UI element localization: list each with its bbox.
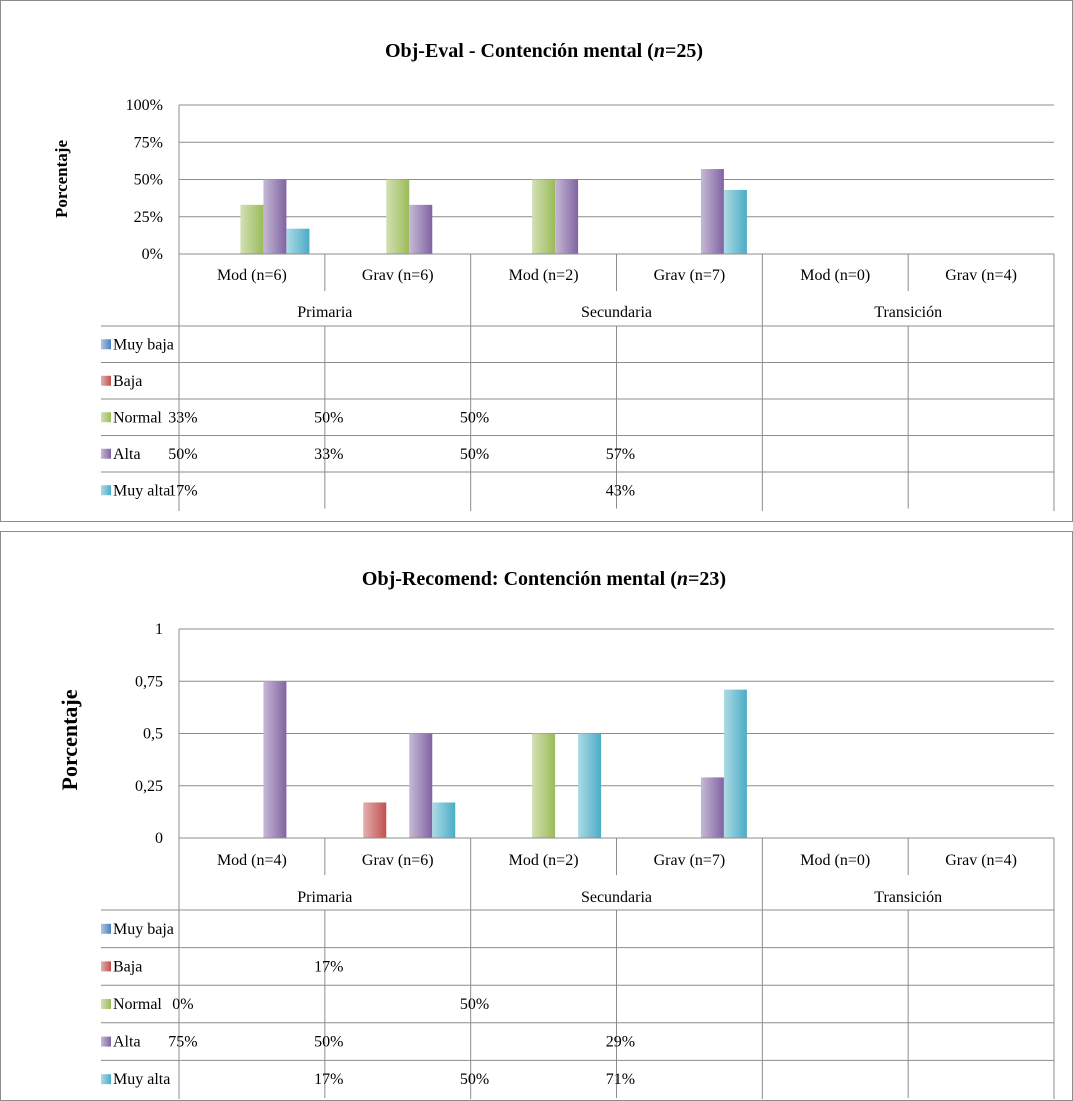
table-cell: 50% <box>314 409 343 426</box>
bar-baja <box>363 802 387 838</box>
table-cell: 50% <box>460 996 489 1013</box>
chart-title: Obj-Eval - Contención mental (n=25) <box>385 40 703 62</box>
legend-swatch <box>101 999 111 1009</box>
category-label: Mod (n=6) <box>217 267 287 284</box>
group-label: Secundaria <box>581 889 652 906</box>
table-cell: 50% <box>314 1034 343 1051</box>
group-label: Primaria <box>297 889 352 906</box>
category-label: Grav (n=6) <box>362 852 434 869</box>
bar-alta <box>700 169 724 254</box>
table-cell: 50% <box>460 409 489 426</box>
table-cell: 17% <box>314 1071 343 1088</box>
legend-swatch <box>101 961 111 972</box>
legend-swatch <box>101 412 111 423</box>
bar-alta <box>555 179 579 254</box>
category-label: Mod (n=0) <box>800 267 870 284</box>
category-label: Mod (n=2) <box>509 852 579 869</box>
y-tick-label: 0,25 <box>135 778 163 795</box>
bar-normal <box>386 179 410 254</box>
table-cell: 71% <box>606 1071 635 1088</box>
legend-swatch <box>101 448 111 459</box>
table-cell: 50% <box>168 446 197 463</box>
bar-muy-alta <box>723 189 747 254</box>
table-cell: 17% <box>314 958 343 975</box>
table-cell: 50% <box>460 446 489 463</box>
legend-label: Baja <box>113 373 142 390</box>
bar-muy-alta <box>723 689 747 838</box>
bar-normal <box>240 204 264 254</box>
table-cell: 0% <box>172 996 193 1013</box>
y-tick-label: 50% <box>134 172 163 189</box>
legend-swatch <box>101 1036 111 1047</box>
chart-obj-recomend: Obj-Recomend: Contención mental (n=23) Po… <box>57 568 1055 1099</box>
bar-muy-alta <box>286 228 310 254</box>
legend-swatch <box>101 1074 111 1085</box>
legend-swatch <box>101 339 111 350</box>
table-cell: 29% <box>606 1034 635 1051</box>
bar-muy-alta <box>578 733 602 838</box>
group-label: Primaria <box>297 304 352 321</box>
bar-normal <box>532 733 556 838</box>
y-tick-label: 0% <box>142 246 163 263</box>
category-label: Mod (n=4) <box>217 852 287 869</box>
y-tick-label: 100% <box>126 97 163 114</box>
y-tick-label: 75% <box>134 134 163 151</box>
chart-obj-eval: Obj-Eval - Contención mental (n=25) Porce… <box>52 40 1055 511</box>
legend-label: Alta <box>113 446 141 463</box>
bar-muy-alta <box>432 802 456 838</box>
legend-label: Baja <box>113 958 142 975</box>
y-axis-label: Porcentaje <box>52 140 71 218</box>
y-axis-label: Porcentaje <box>57 689 82 790</box>
legend-label: Muy baja <box>113 921 174 938</box>
category-label: Grav (n=4) <box>945 267 1017 284</box>
y-tick-label: 1 <box>155 621 163 638</box>
legend-label: Muy baja <box>113 336 174 353</box>
table-cell: 33% <box>314 446 343 463</box>
table-cell: 57% <box>606 446 635 463</box>
table-cell: 33% <box>168 409 197 426</box>
legend-swatch <box>101 923 111 934</box>
category-label: Mod (n=2) <box>509 267 579 284</box>
legend-label: Normal <box>113 409 162 426</box>
chart-panel-obj-eval: Obj-Eval - Contención mental (n=25) Porce… <box>0 0 1073 522</box>
bar-alta <box>409 733 433 838</box>
table-cell: 75% <box>168 1034 197 1051</box>
chart-title: Obj-Recomend: Contención mental (n=23) <box>362 568 726 590</box>
category-label: Grav (n=4) <box>945 852 1017 869</box>
category-label: Grav (n=6) <box>362 267 434 284</box>
bar-alta <box>263 179 287 254</box>
y-tick-label: 25% <box>134 209 163 226</box>
bar-alta <box>263 681 287 838</box>
legend-label: Normal <box>113 996 162 1013</box>
legend-label: Muy alta <box>113 482 170 499</box>
category-label: Grav (n=7) <box>654 267 726 284</box>
bar-normal <box>532 179 556 254</box>
legend-label: Alta <box>113 1034 141 1051</box>
table-cell: 43% <box>606 482 635 499</box>
group-label: Secundaria <box>581 304 652 321</box>
group-label: Transición <box>874 304 942 321</box>
bar-alta <box>409 204 433 254</box>
y-tick-label: 0 <box>155 830 163 847</box>
chart-panel-obj-recomend: Obj-Recomend: Contención mental (n=23) Po… <box>0 531 1073 1101</box>
category-label: Grav (n=7) <box>654 852 726 869</box>
table-cell: 17% <box>168 482 197 499</box>
bar-alta <box>700 777 724 838</box>
y-tick-label: 0,5 <box>143 726 163 743</box>
y-tick-label: 0,75 <box>135 673 163 690</box>
legend-swatch <box>101 375 111 386</box>
legend-swatch <box>101 485 111 496</box>
legend-label: Muy alta <box>113 1071 170 1088</box>
category-label: Mod (n=0) <box>800 852 870 869</box>
table-cell: 50% <box>460 1071 489 1088</box>
group-label: Transición <box>874 889 942 906</box>
